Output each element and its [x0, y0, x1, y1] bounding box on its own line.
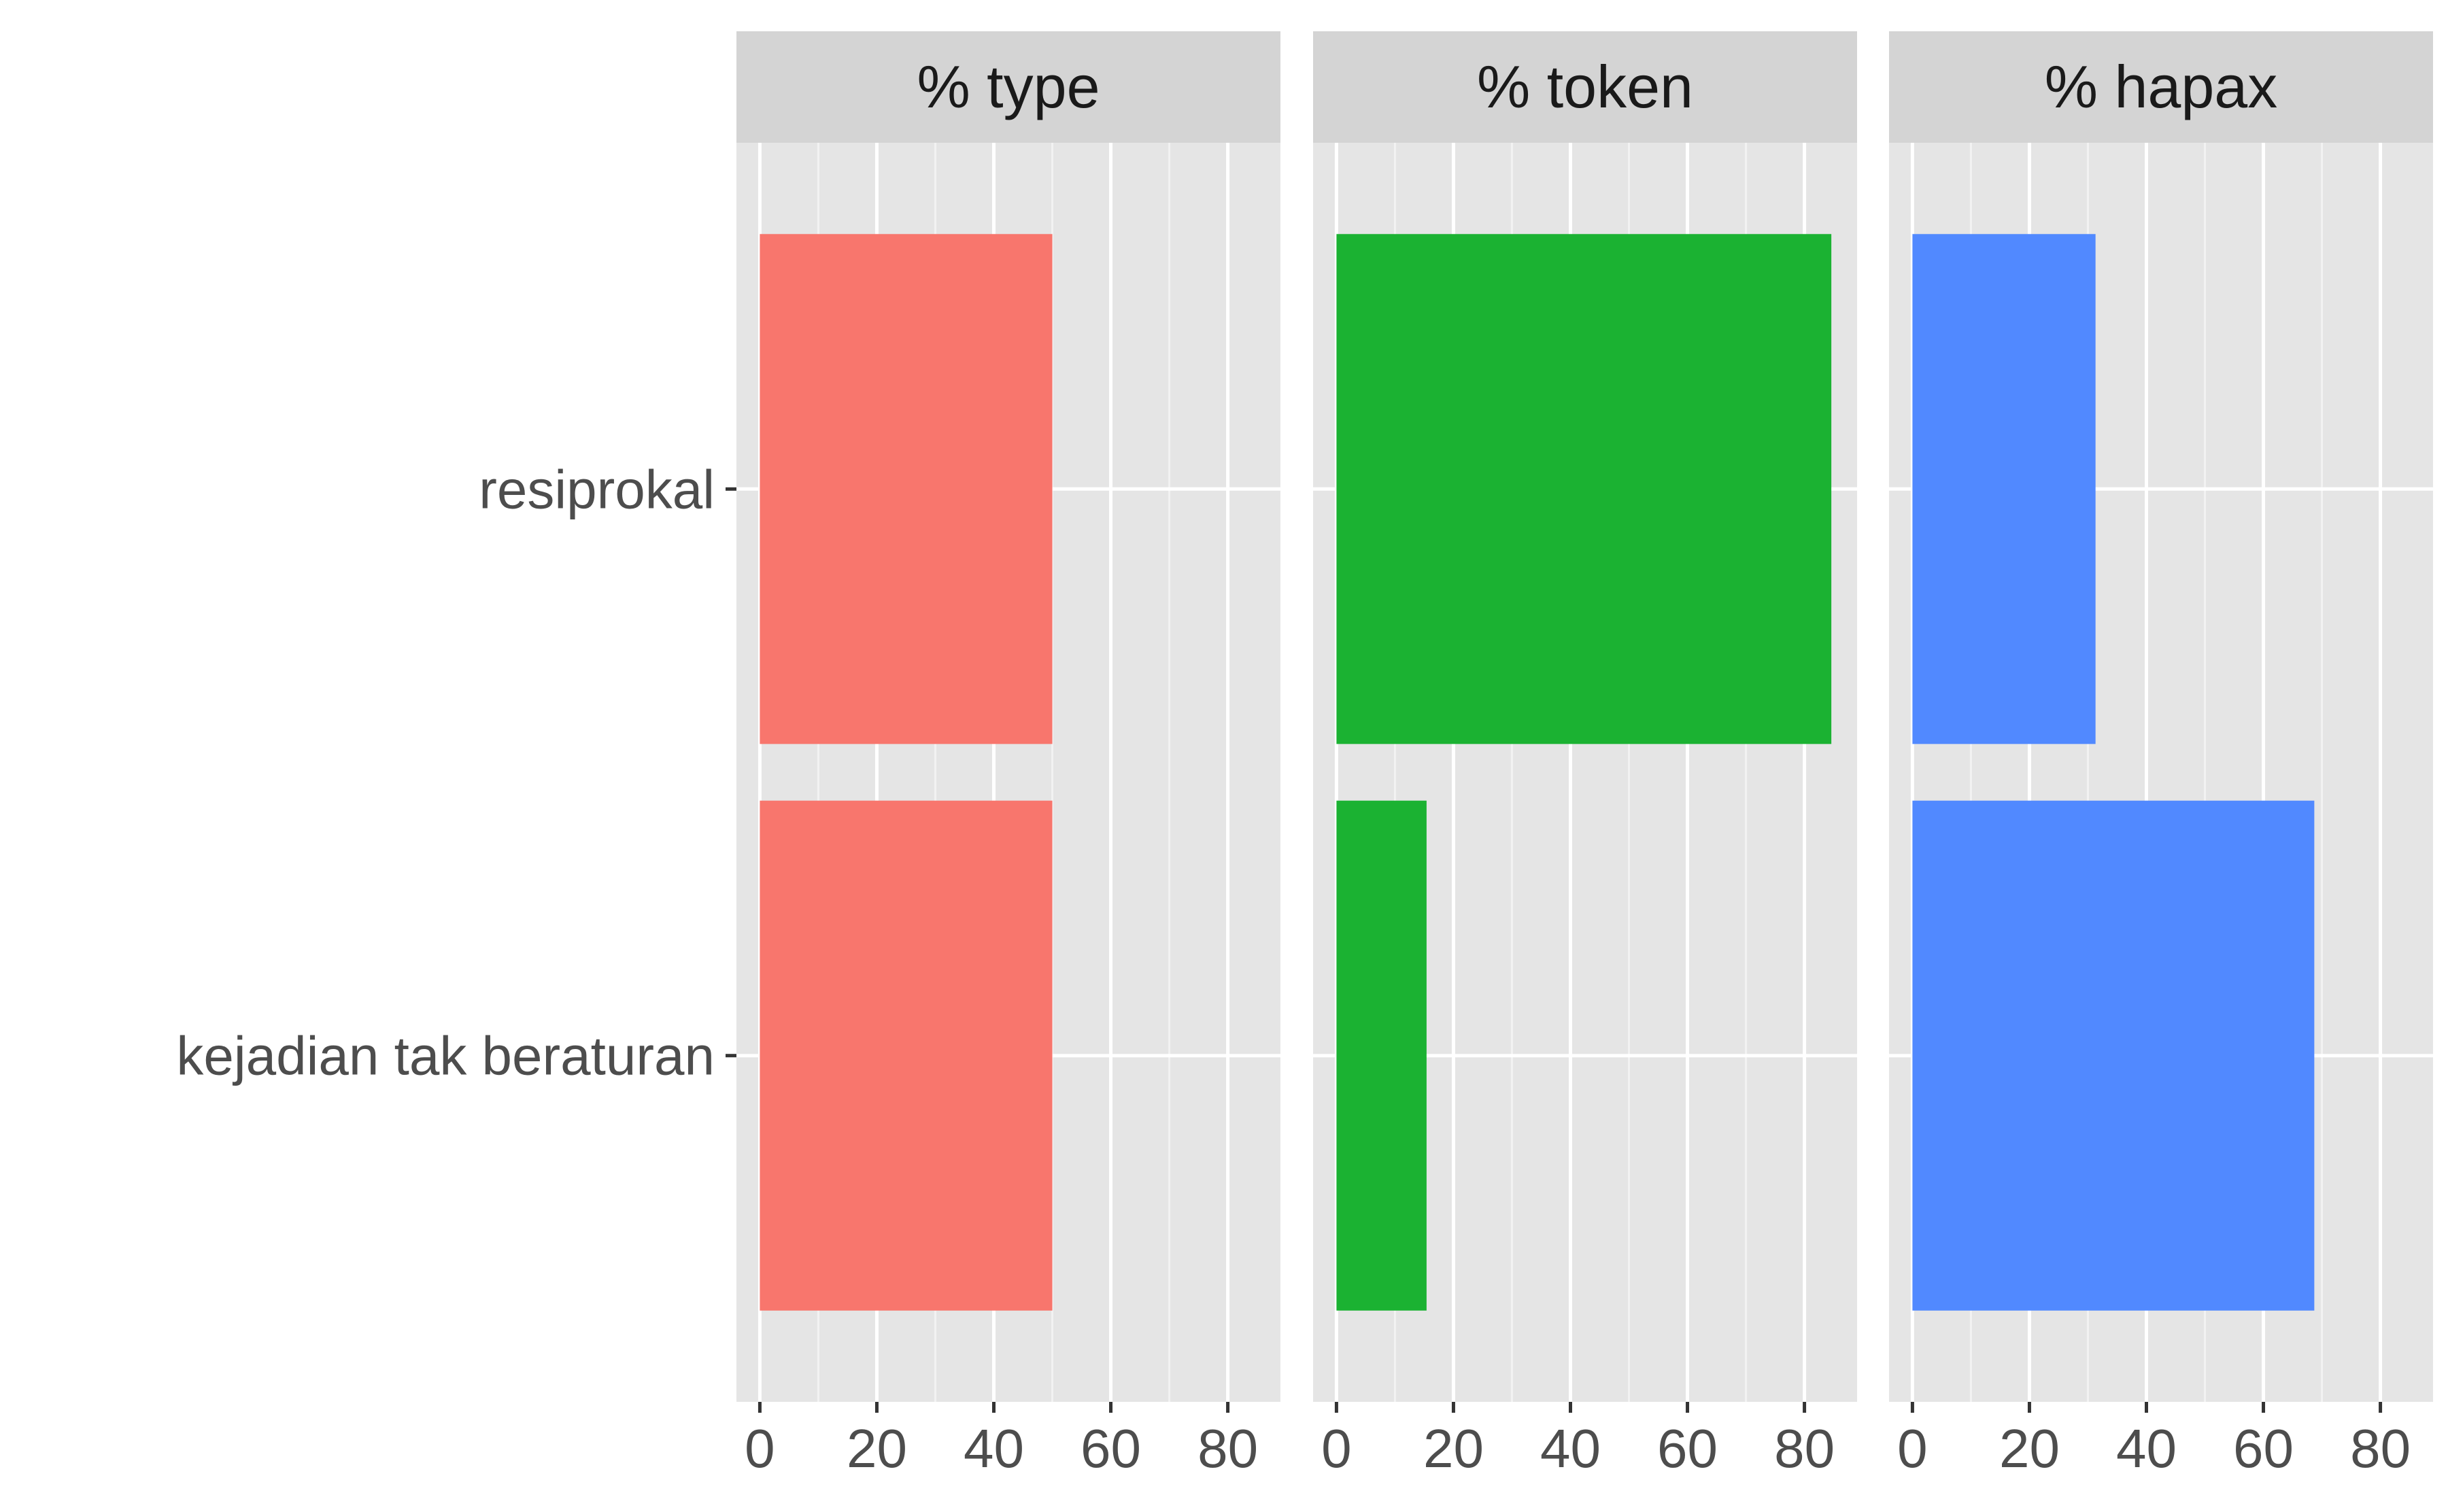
- x-tick-label: 0: [1321, 1418, 1352, 1479]
- panel-hapax: % hapax 0 20 40 60 80: [1889, 31, 2433, 1479]
- x-tick-label: 60: [1081, 1418, 1141, 1479]
- x-tick-label: 60: [2233, 1418, 2294, 1479]
- bar: [1336, 800, 1427, 1311]
- bar: [760, 234, 1053, 744]
- panel-token: % token 0 20 40 60 80: [1313, 31, 1857, 1479]
- x-tick-label: 20: [1423, 1418, 1484, 1479]
- x-tick-label: 0: [1897, 1418, 1928, 1479]
- facet-strip: [736, 31, 1280, 143]
- x-tick-label: 80: [2350, 1418, 2411, 1479]
- y-tick-label: kejadian tak beraturan: [176, 1026, 715, 1086]
- facet-strip: [1889, 31, 2433, 143]
- facet-strip-label: % hapax: [2045, 53, 2277, 120]
- bar: [1912, 234, 2096, 744]
- bar: [1336, 234, 1832, 744]
- x-tick-label: 40: [2116, 1418, 2177, 1479]
- x-tick-label: 80: [1774, 1418, 1835, 1479]
- y-tick-label: resiprokal: [479, 459, 715, 519]
- x-tick-label: 40: [964, 1418, 1024, 1479]
- x-tick-label: 60: [1657, 1418, 1718, 1479]
- x-tick-label: 40: [1540, 1418, 1601, 1479]
- facet-strip-label: % type: [917, 53, 1100, 120]
- x-tick-label: 0: [745, 1418, 775, 1479]
- facet-strip: [1313, 31, 1857, 143]
- x-tick-label: 20: [1999, 1418, 2060, 1479]
- panel-type: % type 0 20 40 60 80: [736, 31, 1280, 1479]
- facet-strip-label: % token: [1477, 53, 1693, 120]
- bar: [1912, 800, 2315, 1311]
- bar: [760, 800, 1053, 1311]
- x-tick-label: 20: [847, 1418, 907, 1479]
- x-tick-label: 80: [1197, 1418, 1258, 1479]
